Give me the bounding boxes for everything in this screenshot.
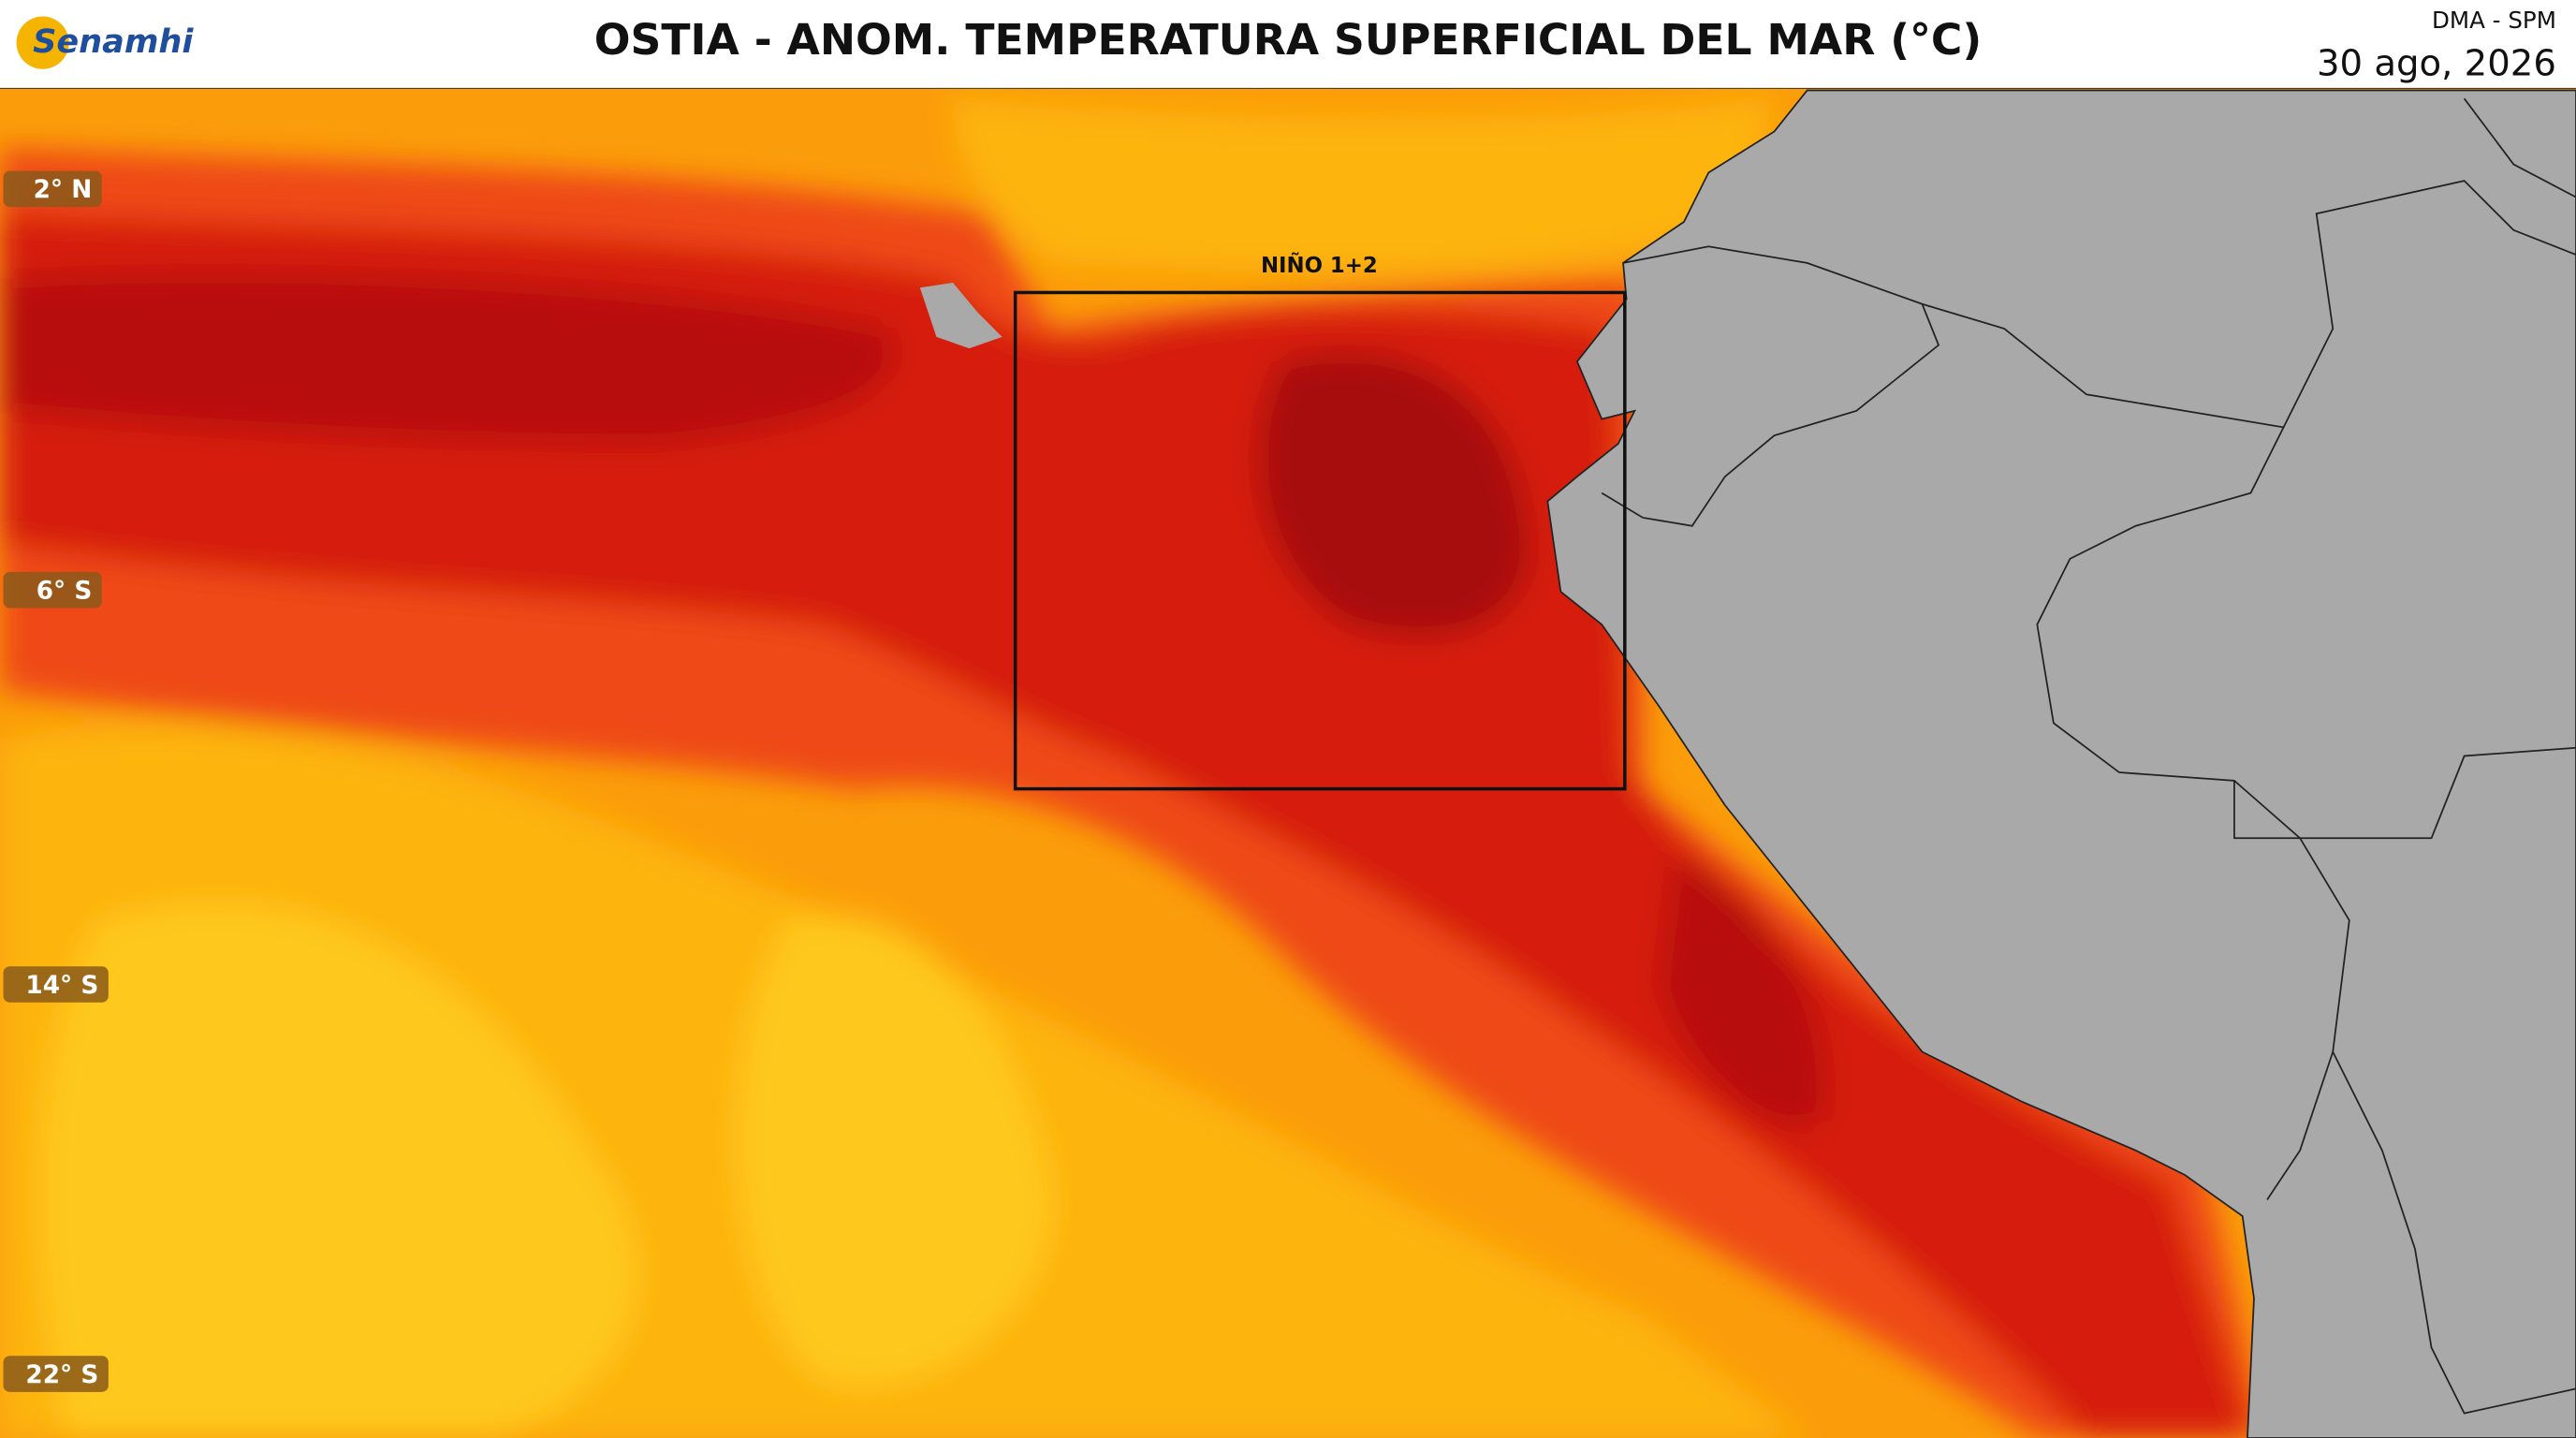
sst-extreme — [1659, 854, 1826, 1126]
sst-extreme — [1258, 353, 1530, 638]
logo-text: Senamhi — [33, 22, 194, 61]
lat-label: 22° S — [25, 1361, 98, 1389]
lat-label-bg — [3, 966, 109, 1003]
nino-region-label: NIÑO 1+2 — [1261, 252, 1378, 278]
lat-label-bg — [3, 571, 102, 609]
map-title: OSTIA - ANOM. TEMPERATURA SUPERFICIAL DE… — [594, 15, 1982, 65]
sst-warm — [38, 902, 639, 1438]
sst-warm — [952, 98, 1775, 273]
lat-label: 2° N — [34, 176, 93, 204]
land-mass — [1546, 89, 2576, 1438]
sst-very-hot — [0, 213, 2251, 1438]
galapagos — [919, 282, 1003, 349]
source-label: DMA - SPM — [2432, 7, 2556, 34]
lat-label-bg — [3, 170, 102, 208]
logo-sun — [16, 16, 69, 69]
logo: Senamhi — [16, 16, 194, 69]
lat-label: 6° S — [37, 577, 93, 605]
sst-warm — [736, 915, 1053, 1387]
header-bar — [0, 0, 2576, 89]
date-label: 30 ago, 2026 — [2317, 43, 2556, 85]
lat-label-bg — [3, 1356, 109, 1392]
latitude-labels: 2° N 6° S 14° S 22° S — [3, 170, 109, 1392]
lat-label: 14° S — [25, 972, 98, 1000]
sst-extreme — [0, 272, 894, 444]
sst-field — [0, 88, 2576, 1438]
country-borders — [1601, 97, 2576, 1415]
nino-region-box — [1013, 290, 1627, 791]
